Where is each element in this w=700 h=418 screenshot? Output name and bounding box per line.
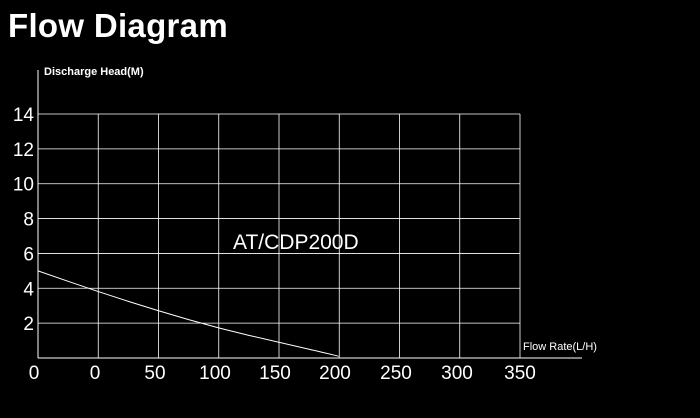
series-curve-group <box>37 270 340 357</box>
x-tick-label: 200 <box>319 363 351 384</box>
x-tick-labels: 0 0 50 100 150 200 250 300 350 <box>29 363 536 384</box>
x-tick-label: 250 <box>380 363 412 384</box>
x-tick-label: 150 <box>259 363 291 384</box>
chart-axes <box>37 70 582 359</box>
x-tick-label: 50 <box>144 363 165 384</box>
y-tick-label: 14 <box>13 105 35 126</box>
y-tick-label: 12 <box>13 140 34 161</box>
y-tick-label: 10 <box>13 175 34 196</box>
x-tick-label: 0 <box>29 363 40 384</box>
y-tick-label: 8 <box>23 210 34 231</box>
y-tick-label: 2 <box>23 314 34 335</box>
y-tick-labels: 2 4 6 8 10 12 14 <box>13 105 35 335</box>
x-tick-label: 350 <box>504 363 536 384</box>
series-line <box>37 270 340 357</box>
x-tick-label: 100 <box>199 363 231 384</box>
x-tick-label: 300 <box>441 363 473 384</box>
x-axis-label: Flow Rate(L/H) <box>523 341 597 353</box>
model-annotation: AT/CDP200D <box>233 231 359 254</box>
y-axis-label: Discharge Head(M) <box>44 66 144 78</box>
y-tick-label: 6 <box>23 244 34 265</box>
x-tick-label: 0 <box>90 363 101 384</box>
y-tick-label: 4 <box>23 279 34 300</box>
page-title: Flow Diagram <box>8 7 228 44</box>
chart-grid <box>37 113 521 358</box>
